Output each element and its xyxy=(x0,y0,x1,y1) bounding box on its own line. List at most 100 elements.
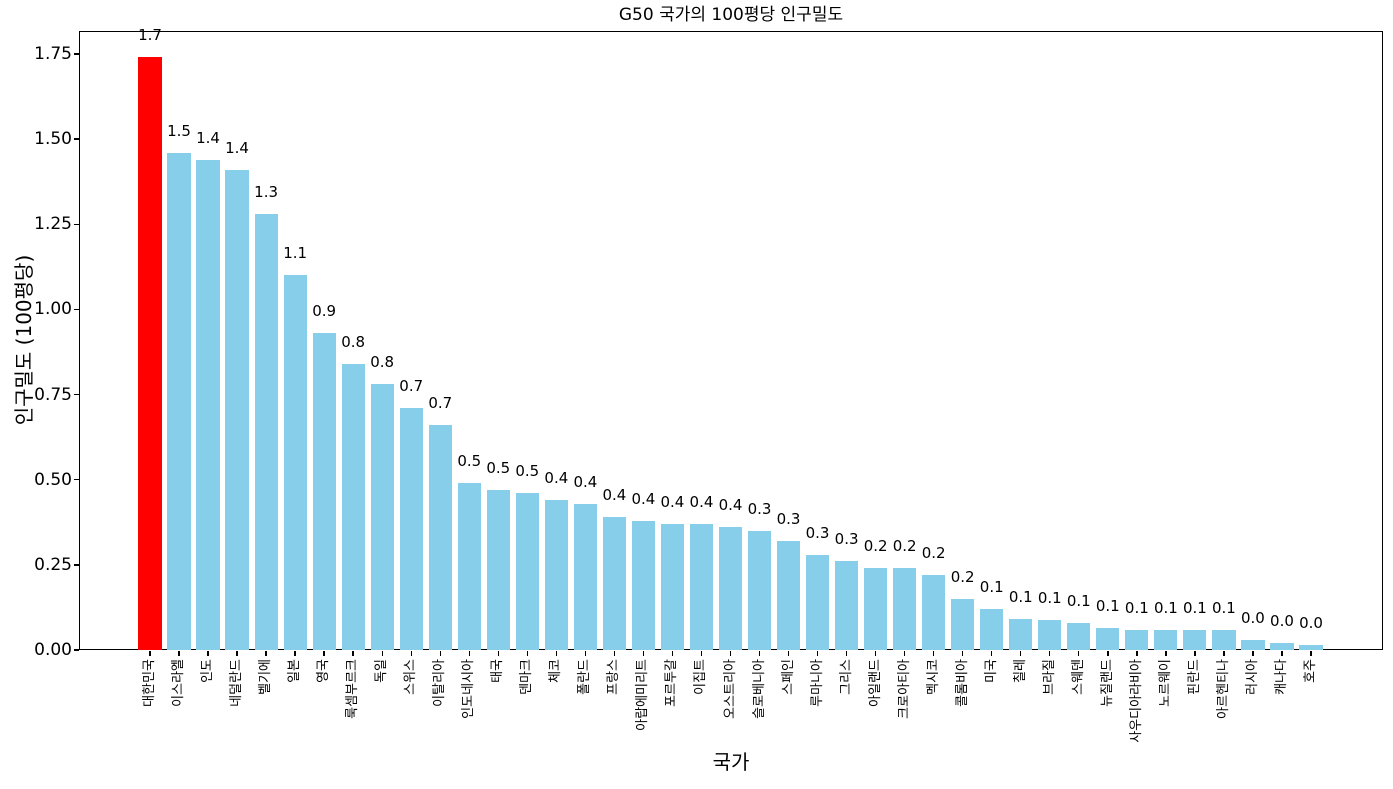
x-tick-label: 인도 xyxy=(200,659,216,683)
x-tick-mark xyxy=(1310,651,1312,656)
x-tick-mark xyxy=(584,651,587,656)
bar xyxy=(660,523,685,650)
bar-highlight xyxy=(138,57,162,650)
x-tick-label: 호주 xyxy=(1303,659,1318,683)
bar xyxy=(922,575,946,650)
bar xyxy=(428,425,452,650)
x-tick-label: 스페인 xyxy=(780,659,796,695)
bar xyxy=(1125,629,1149,650)
bar xyxy=(312,333,336,650)
bar-value-label: 0.1 xyxy=(979,578,1004,597)
bar-value-label: 0.4 xyxy=(660,492,685,511)
bar-value-label: 0.4 xyxy=(602,486,627,505)
bar-value-label: 0.4 xyxy=(631,489,656,508)
bar xyxy=(631,520,655,650)
y-tick-label: 0.50 xyxy=(34,469,72,490)
x-tick-label: 네덜란드 xyxy=(229,659,245,707)
x-tick-label: 슬로베니아 xyxy=(751,659,767,719)
x-tick-label: 독일 xyxy=(374,659,390,683)
x-tick-label: 뉴질랜드 xyxy=(1099,659,1115,707)
bar xyxy=(602,517,626,650)
bar-value-label: 0.1 xyxy=(1066,591,1091,610)
x-tick-label: 포르투갈 xyxy=(664,659,680,707)
x-tick-label: 사우디아라비아 xyxy=(1128,659,1144,743)
bar-value-label: 0.3 xyxy=(834,530,859,549)
x-tick-label: 아일랜드 xyxy=(867,659,883,707)
x-tick-mark xyxy=(991,651,993,656)
bar xyxy=(1067,622,1091,650)
bar-value-label: 0.4 xyxy=(544,469,569,488)
x-tick-label: 루마니아 xyxy=(809,659,825,707)
y-tick-mark xyxy=(74,53,79,55)
bar xyxy=(776,541,801,650)
x-tick-label: 그리스 xyxy=(838,659,854,695)
bar xyxy=(864,568,888,650)
bar-value-label: 0.2 xyxy=(950,567,975,586)
x-tick-label: 룩셈부르크 xyxy=(345,659,361,719)
x-tick-label: 체코 xyxy=(548,659,564,683)
x-tick-mark xyxy=(700,651,703,656)
bar xyxy=(515,493,539,650)
chart-title: G50 국가의 100평당 인구밀도 xyxy=(618,5,844,25)
x-tick-mark xyxy=(555,651,558,656)
x-tick-label: 일본 xyxy=(287,659,303,683)
x-tick-label: 멕시코 xyxy=(925,659,941,695)
bar-value-label: 0.1 xyxy=(1095,596,1120,615)
bar xyxy=(689,523,714,650)
bar xyxy=(1270,643,1294,650)
x-tick-mark xyxy=(468,651,470,656)
bar-value-label: 0.4 xyxy=(573,472,598,491)
bar xyxy=(980,609,1004,650)
x-tick-label: 영국 xyxy=(316,659,332,683)
bar-value-label: 0.7 xyxy=(428,394,453,413)
bar-value-label: 0.1 xyxy=(1008,587,1033,606)
y-tick-mark xyxy=(74,393,79,396)
bar-value-label: 1.1 xyxy=(283,244,308,263)
bar-value-label: 0.1 xyxy=(1182,598,1207,617)
y-tick-mark xyxy=(74,649,79,651)
bar-value-label: 0.3 xyxy=(776,509,801,528)
x-tick-mark xyxy=(323,651,325,656)
x-tick-mark xyxy=(816,651,819,656)
bar-value-label: 0.8 xyxy=(370,353,395,372)
bar-value-label: 0.3 xyxy=(805,523,830,542)
x-tick-label: 대한민국 xyxy=(142,659,157,707)
bar-value-label: 1.3 xyxy=(254,183,279,202)
y-tick-label: 1.25 xyxy=(34,214,72,235)
x-tick-label: 아르헨티나 xyxy=(1215,659,1231,719)
bar-value-label: 0.4 xyxy=(689,492,714,511)
bar xyxy=(457,483,481,650)
x-tick-label: 노르웨이 xyxy=(1157,659,1173,707)
bar-value-label: 0.4 xyxy=(718,496,743,515)
bar-value-label: 0.1 xyxy=(1037,589,1062,607)
x-tick-label: 벨기에 xyxy=(258,659,274,695)
bar-value-label: 0.5 xyxy=(457,452,482,471)
x-tick-label: 프랑스 xyxy=(606,659,622,695)
x-tick-mark xyxy=(149,651,151,656)
x-tick-label: 미국 xyxy=(983,659,999,683)
x-tick-label: 핀란드 xyxy=(1186,659,1202,695)
bar-value-label: 1.4 xyxy=(225,138,249,157)
x-tick-mark xyxy=(178,651,180,656)
x-tick-mark xyxy=(962,651,964,656)
bar-value-label: 0.2 xyxy=(863,537,888,556)
x-tick-label: 오스트리아 xyxy=(722,659,738,719)
x-tick-mark xyxy=(758,651,761,656)
bar-value-label: 1.5 xyxy=(167,121,191,140)
x-tick-mark xyxy=(1281,651,1283,656)
bar xyxy=(805,554,830,650)
x-tick-label: 이탈리아 xyxy=(432,659,448,707)
bar xyxy=(893,568,917,650)
x-tick-mark xyxy=(729,651,732,656)
x-tick-mark xyxy=(1194,651,1196,656)
bar-value-label: 0.2 xyxy=(921,544,946,563)
bar xyxy=(1299,644,1323,650)
x-tick-label: 크로아티아 xyxy=(896,659,912,719)
bar xyxy=(1038,620,1062,650)
bar-value-label: 0.1 xyxy=(1153,598,1178,617)
bar xyxy=(544,500,568,650)
x-tick-label: 이스라엘 xyxy=(171,659,187,707)
x-tick-mark xyxy=(352,651,354,656)
bar-value-label: 0.0 xyxy=(1299,613,1323,632)
